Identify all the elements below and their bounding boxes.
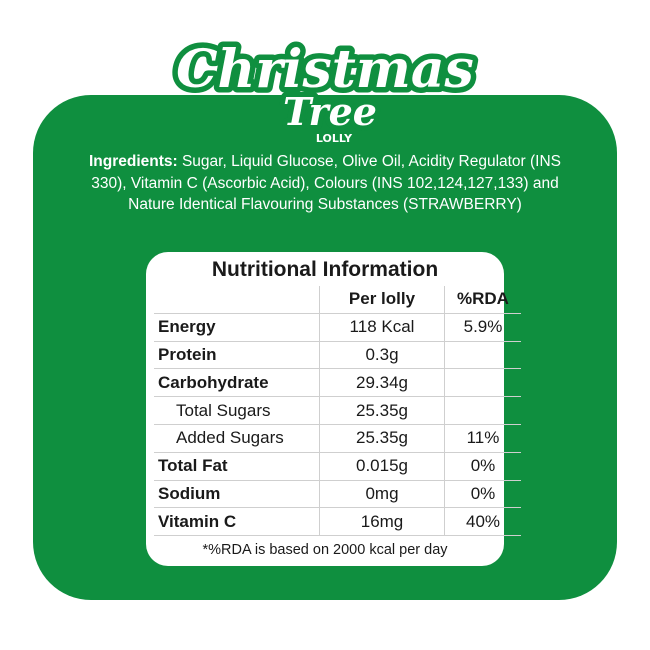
nutrient-rda: 40% bbox=[444, 507, 521, 537]
nutrient-name: Energy bbox=[154, 312, 320, 342]
nutrient-rda: 0% bbox=[444, 451, 521, 481]
brand-logo: Christmas Tree LOLLY bbox=[171, 34, 480, 146]
table-row: Vitamin C 16mg 40% bbox=[154, 507, 521, 537]
nutrient-per-lolly: 16mg bbox=[319, 507, 445, 537]
header-per-lolly: Per lolly bbox=[319, 286, 445, 314]
nutrient-rda: 0% bbox=[444, 479, 521, 509]
nutrient-per-lolly: 0.015g bbox=[319, 451, 445, 481]
nutrient-rda bbox=[444, 368, 521, 398]
nutrient-per-lolly: 29.34g bbox=[319, 368, 445, 398]
nutrient-rda: 11% bbox=[444, 423, 521, 453]
nutrient-name: Sodium bbox=[154, 479, 320, 509]
nutrient-per-lolly: 25.35g bbox=[319, 396, 445, 425]
ingredients-label: Ingredients: bbox=[88, 153, 178, 170]
table-row: Energy 118 Kcal 5.9% bbox=[154, 312, 521, 342]
table-row: Total Fat 0.015g 0% bbox=[154, 451, 521, 481]
nutrient-per-lolly: 118 Kcal bbox=[319, 312, 445, 342]
nutrient-name: Carbohydrate bbox=[154, 368, 320, 398]
ingredients-text: Ingredients: Sugar, Liquid Glucose, Oliv… bbox=[70, 151, 580, 216]
nutrient-per-lolly: 0.3g bbox=[319, 340, 445, 370]
header-rda: %RDA bbox=[444, 286, 521, 314]
nutrition-title: Nutritional Information bbox=[211, 258, 439, 281]
nutrient-name: Added Sugars bbox=[154, 423, 320, 453]
table-row: Protein 0.3g bbox=[154, 340, 521, 370]
table-row: Carbohydrate 29.34g bbox=[154, 368, 521, 398]
nutrient-name: Total Sugars bbox=[154, 396, 320, 425]
nutrient-name: Total Fat bbox=[154, 451, 320, 481]
nutrient-per-lolly: 25.35g bbox=[319, 423, 445, 453]
table-row: Added Sugars 25.35g 11% bbox=[154, 423, 521, 453]
table-row: Total Sugars 25.35g bbox=[154, 396, 521, 425]
nutrient-rda bbox=[444, 396, 521, 425]
nutrient-per-lolly: 0mg bbox=[319, 479, 445, 509]
header-nutrient bbox=[154, 286, 320, 314]
nutrient-rda bbox=[444, 340, 521, 370]
nutrient-name: Protein bbox=[154, 340, 320, 370]
ingredients-list: Sugar, Liquid Glucose, Olive Oil, Acidit… bbox=[91, 153, 562, 213]
nutrient-rda: 5.9% bbox=[444, 312, 521, 342]
table-header-row: Per lolly %RDA bbox=[154, 286, 521, 314]
logo-lolly: LOLLY bbox=[316, 132, 353, 145]
nutrition-title-wrap: Nutritional Information bbox=[0, 258, 650, 282]
rda-footnote: *%RDA is based on 2000 kcal per day bbox=[202, 542, 448, 558]
logo-tree: Tree bbox=[283, 89, 377, 134]
nutrient-name: Vitamin C bbox=[154, 507, 320, 537]
nutrition-table: Per lolly %RDA Energy 118 Kcal 5.9% Prot… bbox=[154, 286, 521, 537]
logo-christmas: Christmas bbox=[176, 39, 474, 100]
table-row: Sodium 0mg 0% bbox=[154, 479, 521, 509]
